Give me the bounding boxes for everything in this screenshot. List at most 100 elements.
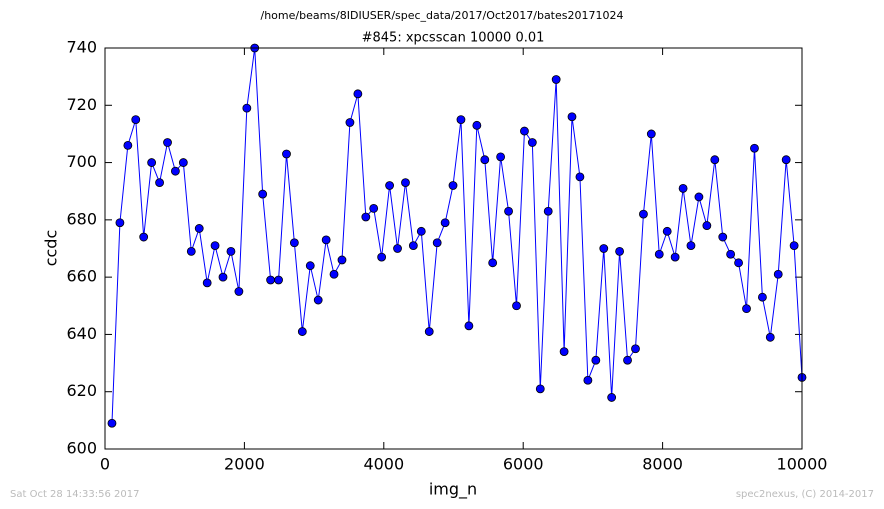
marker	[377, 252, 387, 262]
marker	[686, 241, 696, 251]
plot-frame	[104, 47, 803, 450]
marker	[480, 155, 490, 165]
y-tick-label: 740	[66, 38, 97, 57]
marker	[575, 172, 585, 182]
marker	[424, 327, 434, 336]
marker	[678, 183, 688, 193]
marker	[147, 158, 157, 167]
marker	[456, 115, 466, 125]
x-tick-label: 4000	[363, 455, 404, 474]
marker	[385, 181, 394, 190]
x-tick-label: 6000	[503, 455, 544, 474]
marker	[654, 249, 664, 259]
marker	[297, 327, 307, 336]
marker	[773, 269, 783, 279]
marker	[401, 178, 410, 188]
marker	[202, 278, 212, 288]
y-tick-label: 600	[66, 439, 97, 458]
marker	[567, 112, 577, 122]
marker	[155, 178, 164, 188]
marker	[329, 269, 339, 279]
x-axis-label: img_n	[429, 480, 477, 500]
marker	[520, 126, 529, 136]
marker	[551, 75, 561, 84]
marker	[535, 384, 545, 394]
marker	[194, 224, 204, 233]
marker	[591, 355, 601, 365]
marker	[631, 344, 640, 354]
marker	[369, 203, 379, 213]
chart-title: #845: xpcsscan 10000 0.01	[362, 31, 545, 46]
marker	[639, 209, 648, 219]
marker	[226, 246, 236, 256]
marker	[345, 118, 355, 127]
footer-left: Sat Oct 28 14:33:56 2017	[10, 489, 140, 500]
marker	[432, 238, 442, 248]
marker	[440, 218, 450, 228]
y-axis-label: ccdc	[42, 230, 61, 267]
marker	[163, 138, 172, 147]
marker	[599, 244, 609, 253]
marker	[282, 149, 291, 159]
marker	[274, 275, 283, 285]
x-tick-label: 10000	[777, 455, 828, 474]
marker	[512, 301, 521, 311]
marker	[662, 226, 672, 236]
marker	[789, 241, 799, 251]
x-tick-label: 8000	[642, 455, 683, 474]
marker	[559, 347, 569, 357]
suptitle: /home/beams/8IDIUSER/spec_data/2017/Oct2…	[261, 9, 624, 22]
marker	[623, 355, 632, 365]
marker	[504, 206, 513, 216]
marker	[337, 255, 347, 265]
marker	[139, 232, 149, 242]
marker	[170, 166, 180, 176]
footer-right: spec2nexus, (C) 2014-2017	[736, 489, 874, 500]
marker	[266, 275, 276, 285]
marker	[781, 155, 791, 165]
marker	[242, 103, 252, 113]
marker	[726, 249, 736, 259]
marker	[607, 393, 617, 402]
x-tick-label: 0	[100, 455, 110, 474]
marker	[258, 189, 268, 199]
marker	[646, 129, 656, 139]
marker	[115, 218, 125, 228]
y-tick-label: 680	[66, 209, 97, 228]
marker	[218, 272, 228, 282]
y-tick-label: 620	[66, 381, 97, 400]
y-tick-label: 700	[66, 152, 97, 171]
marker	[321, 235, 331, 245]
marker	[178, 158, 188, 167]
marker	[289, 238, 299, 248]
marker	[734, 258, 743, 268]
marker	[496, 152, 506, 162]
marker	[234, 287, 244, 296]
marker	[313, 295, 323, 305]
marker	[448, 181, 458, 190]
y-tick-label: 640	[66, 324, 97, 343]
marker	[527, 138, 537, 147]
marker	[583, 375, 593, 385]
marker	[107, 418, 117, 428]
marker	[488, 258, 498, 268]
marker	[694, 192, 704, 202]
marker	[361, 212, 371, 222]
marker	[131, 115, 141, 125]
marker	[543, 206, 553, 216]
marker	[702, 221, 712, 230]
marker	[210, 241, 220, 251]
marker	[742, 304, 751, 314]
marker	[758, 292, 767, 302]
marker	[718, 232, 728, 242]
marker	[670, 252, 680, 262]
x-tick-label: 2000	[224, 455, 265, 474]
marker	[464, 321, 474, 331]
marker	[408, 241, 418, 251]
marker	[186, 246, 196, 256]
marker	[710, 155, 720, 165]
marker	[750, 143, 759, 153]
marker	[416, 226, 426, 236]
